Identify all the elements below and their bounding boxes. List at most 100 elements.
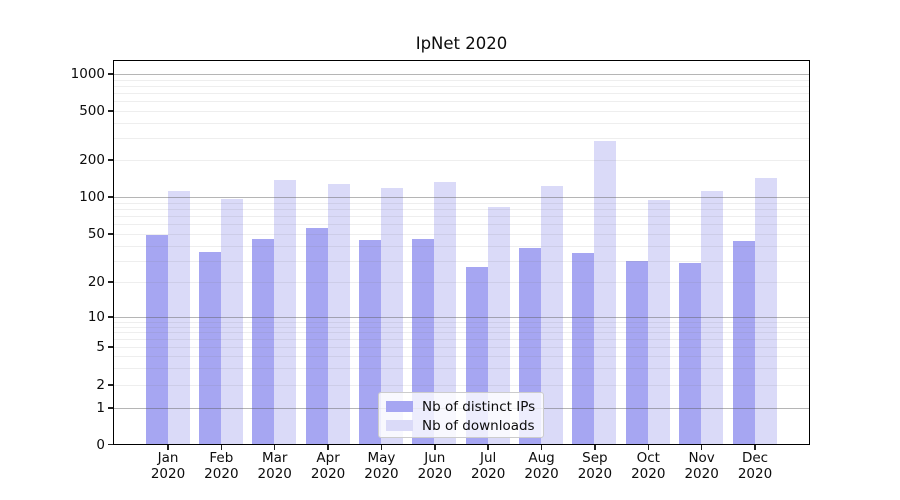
y-gridline-major <box>113 197 810 198</box>
x-tick-year: 2020 <box>364 466 399 482</box>
y-gridline-minor <box>113 385 810 386</box>
y-gridline-minor <box>113 224 810 226</box>
y-tick-label: 100 <box>79 189 105 205</box>
x-tick-month: Jun <box>424 450 446 466</box>
y-gridline-minor <box>113 85 810 87</box>
bar-downloads-aug <box>541 186 564 445</box>
x-tick-label-feb: Feb 2020 <box>181 450 261 482</box>
y-tick <box>108 407 113 409</box>
x-tick-year: 2020 <box>631 466 666 482</box>
x-tick-month: Sep <box>582 450 608 466</box>
bar-distinct-ips-sep <box>572 253 595 445</box>
legend-item-distinct-ips: Nb of distinct IPs <box>386 398 543 415</box>
x-tick-month: Nov <box>688 450 715 466</box>
x-tick-year: 2020 <box>577 466 613 482</box>
legend-label-distinct-ips: Nb of distinct IPs <box>422 398 536 415</box>
x-tick-label-sep: Sep 2020 <box>555 450 635 482</box>
x-tick-label-may: May 2020 <box>341 450 421 482</box>
x-tick-year: 2020 <box>417 466 452 482</box>
x-tick-year: 2020 <box>524 466 559 482</box>
y-gridline-major <box>113 74 810 75</box>
y-gridline-minor <box>113 282 810 283</box>
y-gridline-minor <box>113 101 810 103</box>
x-tick-month: Oct <box>636 450 660 466</box>
y-tick-label: 500 <box>79 103 105 119</box>
x-tick <box>487 444 489 450</box>
y-gridline-minor <box>113 216 810 218</box>
y-gridline-minor <box>113 368 810 370</box>
y-tick-label: 20 <box>87 274 105 290</box>
x-tick-month: Feb <box>209 450 234 466</box>
x-tick-year: 2020 <box>470 466 506 482</box>
x-tick-month: Mar <box>261 450 288 466</box>
legend-swatch-downloads <box>386 420 413 431</box>
x-tick-label-nov: Nov 2020 <box>662 450 742 482</box>
x-tick-label-aug: Aug 2020 <box>502 450 582 482</box>
y-gridline-minor <box>113 208 810 210</box>
y-gridline-minor <box>113 202 810 204</box>
bar-downloads-apr <box>327 184 350 445</box>
x-tick <box>167 444 169 450</box>
y-gridline-minor <box>113 93 810 95</box>
y-tick-label: 2 <box>96 377 105 393</box>
bar-distinct-ips-jan <box>145 234 168 445</box>
x-tick-label-dec: Dec 2020 <box>715 450 795 482</box>
y-gridline-major <box>113 317 810 318</box>
chart-title: IpNet 2020 <box>415 34 508 53</box>
x-tick <box>434 444 436 450</box>
bar-downloads-oct <box>647 200 670 445</box>
bar-downloads-nov <box>701 190 724 445</box>
x-tick <box>220 444 223 450</box>
bar-distinct-ips-may <box>358 240 381 445</box>
y-gridline-minor <box>113 326 810 328</box>
x-tick-year: 2020 <box>737 466 773 482</box>
x-tick-year: 2020 <box>310 466 346 482</box>
y-tick-label: 50 <box>87 226 105 242</box>
legend-label-downloads: Nb of downloads <box>422 417 535 434</box>
y-gridline-minor <box>113 111 810 112</box>
x-tick <box>380 444 383 450</box>
x-tick <box>594 444 596 450</box>
x-tick-label-mar: Mar 2020 <box>235 450 315 482</box>
x-tick-month: Dec <box>741 450 769 466</box>
x-tick <box>327 444 329 450</box>
y-tick-label: 5 <box>96 339 105 355</box>
y-tick-label: 10 <box>87 309 105 325</box>
x-tick-label-jun: Jun 2020 <box>395 450 475 482</box>
y-gridline-minor <box>113 347 810 348</box>
y-tick-label: 0 <box>96 436 105 453</box>
y-tick <box>108 73 113 75</box>
bar-distinct-ips-oct <box>625 261 648 445</box>
y-gridline-minor <box>113 122 810 124</box>
y-gridline-minor <box>113 79 810 81</box>
y-tick <box>108 384 113 386</box>
x-tick-year: 2020 <box>150 466 186 482</box>
x-tick <box>754 444 756 450</box>
bar-distinct-ips-mar <box>252 238 275 445</box>
y-tick-label: 1 <box>96 400 105 416</box>
y-tick <box>108 346 113 348</box>
y-tick-label: 1000 <box>70 66 105 82</box>
bar-downloads-may <box>380 188 403 445</box>
x-tick-month: May <box>367 450 396 466</box>
legend: Nb of distinct IPs Nb of downloads <box>378 392 544 438</box>
y-gridline-minor <box>113 234 810 235</box>
y-gridline-minor <box>113 332 810 334</box>
y-tick <box>108 159 113 161</box>
y-gridline-minor <box>113 339 810 341</box>
x-tick-month: Aug <box>528 450 555 466</box>
y-tick <box>108 233 113 235</box>
x-tick-month: Jul <box>480 450 497 466</box>
legend-item-downloads: Nb of downloads <box>386 417 543 434</box>
bar-downloads-jul <box>487 206 510 445</box>
y-tick <box>108 110 113 112</box>
x-tick-label-oct: Oct 2020 <box>608 450 688 482</box>
y-tick <box>108 443 113 446</box>
x-tick-year: 2020 <box>257 466 292 482</box>
bar-distinct-ips-apr <box>305 227 328 445</box>
x-tick-year: 2020 <box>204 466 239 482</box>
bar-distinct-ips-dec <box>732 241 755 445</box>
bar-downloads-jun <box>434 182 457 445</box>
bar-downloads-sep <box>594 140 617 445</box>
